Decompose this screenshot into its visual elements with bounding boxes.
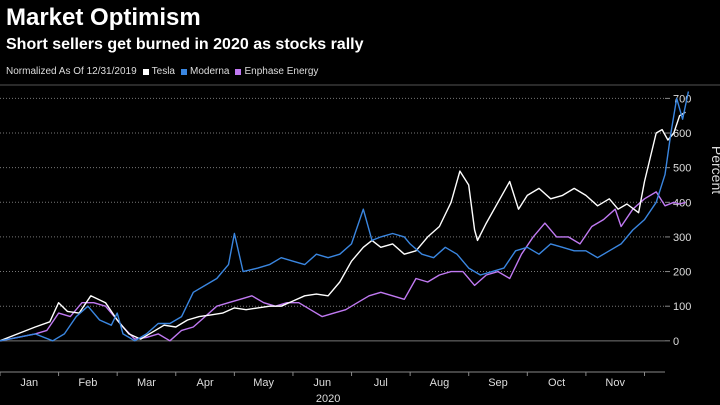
legend-note: Normalized As Of 12/31/2019 xyxy=(6,66,137,77)
x-tick-label: Jan xyxy=(20,377,38,389)
legend-item-moderna[interactable]: Moderna xyxy=(181,66,229,77)
x-tick-label: Jun xyxy=(313,377,331,389)
legend-swatch-moderna xyxy=(181,68,187,75)
x-tick-label: Mar xyxy=(137,377,156,389)
y-axis-label: Percent xyxy=(709,146,720,194)
x-tick-label: Feb xyxy=(78,377,97,389)
x-tick-label: Nov xyxy=(605,377,625,389)
y-tick-label: 200 xyxy=(673,267,691,279)
chart-subtitle: Short sellers get burned in 2020 as stoc… xyxy=(6,36,364,53)
x-axis-ticks: Jan Feb Mar Apr May Jun Jul Aug Sep Oct Nov xyxy=(0,372,645,389)
legend-item-enphase[interactable]: Enphase Energy xyxy=(235,66,318,77)
legend-label-moderna: Moderna xyxy=(190,66,230,77)
x-tick-label: Aug xyxy=(430,377,450,389)
chart-title: Market Optimism xyxy=(6,4,201,31)
legend-swatch-tesla xyxy=(142,68,149,75)
gridlines xyxy=(0,97,665,342)
y-tick-label: 300 xyxy=(673,232,691,244)
legend-label-enphase: Enphase Energy xyxy=(244,66,319,77)
series-line-moderna xyxy=(0,91,690,342)
x-tick-label: Oct xyxy=(548,377,565,389)
y-tick-label: 0 xyxy=(673,336,679,348)
x-tick-label: Jul xyxy=(374,377,388,389)
x-axis-label: 2020 xyxy=(316,393,340,405)
legend-item-tesla[interactable]: Tesla xyxy=(142,66,175,77)
y-tick-label: 100 xyxy=(673,301,691,313)
y-tick-label: 600 xyxy=(673,128,691,140)
x-tick-label: Sep xyxy=(488,377,508,389)
series-line-enphase-energy xyxy=(0,191,686,342)
y-tick-label: 500 xyxy=(673,163,691,175)
series-line-tesla xyxy=(0,111,686,342)
series-group xyxy=(0,91,690,342)
legend: Normalized As Of 12/31/2019 Tesla Modern… xyxy=(6,66,318,77)
legend-swatch-enphase xyxy=(235,68,242,75)
x-tick-label: Apr xyxy=(197,377,214,389)
legend-label-tesla: Tesla xyxy=(151,66,175,77)
x-tick-label: May xyxy=(253,377,274,389)
